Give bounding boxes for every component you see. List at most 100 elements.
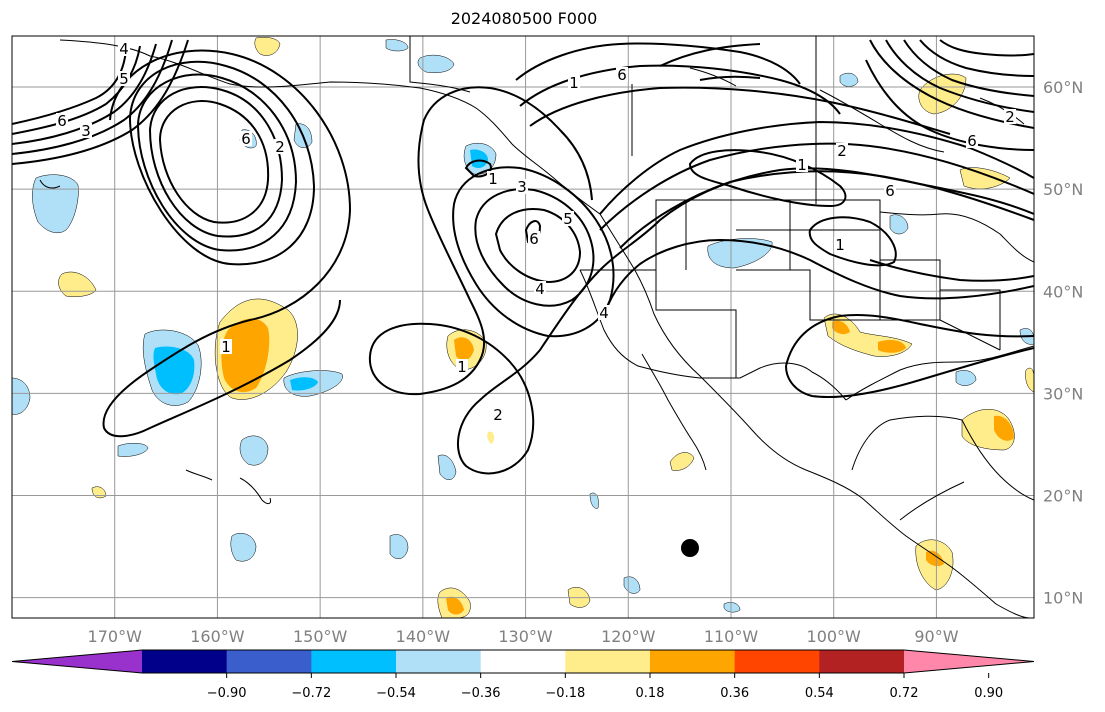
negative-anomaly-region [470,149,488,168]
contour-label: 6 [885,182,895,200]
storm-position-marker [681,539,699,557]
contour-label-background [118,41,130,56]
colorbar-segment [480,650,566,673]
latitude-label: 10°N [1043,589,1083,608]
coastlines [39,36,1034,618]
positive-anomaly-region [221,318,270,393]
colorbar-outline [11,649,1035,674]
longitude-labels: 170°W 160°W 150°W 140°W 130°W 120°W 110°W 100°W… [88,627,959,646]
contour-label-background [568,75,580,90]
latitude-label: 40°N [1043,282,1083,301]
latitude-label: 50°N [1043,180,1083,199]
negative-anomaly-region [417,54,455,73]
contour-label-background [274,139,286,154]
latitude-labels: 10°N 20°N 30°N 40°N 50°N 60°N [1043,78,1083,608]
colorbar-tick-label: 0.72 [890,686,919,701]
negative-anomaly-region [153,346,195,395]
positive-anomaly-region [832,320,850,335]
contour-label-background [796,157,808,172]
positive-anomaly-region [91,486,107,499]
contour-label: 6 [617,66,627,84]
positive-anomaly-region [254,37,281,56]
colorbar-tick-label: 0.54 [805,686,834,701]
contour-label-background [528,231,540,246]
contour-label-background [240,131,252,146]
contour-label-background [56,113,68,128]
longitude-label: 130°W [498,627,553,646]
colorbar-segment [650,650,736,673]
positive-anomaly-region [1025,367,1034,393]
positive-anomaly-region [446,596,464,615]
negative-anomaly-region [889,214,909,235]
contour-label: 1 [797,156,807,174]
negative-anomaly-region [839,72,859,87]
contour-label-background [80,123,92,138]
colorbar-segment [311,650,397,673]
positive-anomaly-region [487,431,495,444]
contour-label: 3 [517,178,527,196]
contour-label-background [966,133,978,148]
colorbar-segment [226,650,312,673]
map-frame [11,35,1035,619]
negative-anomaly-region [117,443,149,457]
colorbar-tick-label: −0.90 [207,686,247,701]
negative-anomaly-region [32,174,79,233]
colorbar-extend-low [12,650,142,673]
negative-anomaly-region [290,377,318,391]
negative-anomaly-region [385,39,409,52]
negative-anomaly-region [707,238,773,269]
contour-label-background [616,67,628,82]
contour-label-background [456,359,468,374]
contour-label: 2 [837,142,847,160]
colorbar-tick-label: −0.18 [545,686,585,701]
colorbar-tick-label: −0.54 [376,686,416,701]
positive-anomaly-region [669,452,695,471]
positive-anomaly-region [58,271,97,297]
contour-label: 4 [119,40,129,58]
negative-anomaly-region [437,454,457,480]
colorbar: −0.90 −0.72 −0.54 −0.36 −0.18 0.18 0.36 0.54 0.7… [11,649,1035,701]
negative-anomaly-region [623,576,641,594]
longitude-label: 90°W [914,627,958,646]
colorbar-tick-label: 0.36 [720,686,749,701]
colorbar-segment [142,650,228,673]
contour-label-background [1004,109,1016,124]
positive-anomaly-region [454,337,474,361]
contour-label: 6 [241,130,251,148]
negative-anomaly-region [955,370,977,386]
colorbar-tick-label: −0.36 [461,686,501,701]
contour-label: 6 [57,112,67,130]
contour-label-background [562,211,574,226]
positive-anomaly-region [994,415,1014,441]
longitude-label: 110°W [704,627,759,646]
longitude-label: 150°W [293,627,348,646]
longitude-label: 170°W [88,627,143,646]
contour-label-background [884,183,896,198]
contour-label-background [598,305,610,320]
contour-label: 1 [221,338,231,356]
contour-label: 4 [599,304,609,322]
colorbar-segment [734,650,820,673]
positive-anomaly-region [878,340,906,353]
colorbar-extend-high [904,650,1034,673]
contour-label: 4 [535,280,545,298]
negative-anomaly-region [589,492,599,509]
negative-anomaly-region [12,377,31,415]
figure-title: 2024080500 F000 [450,9,598,28]
colorbar-segment [396,650,482,673]
contour-label: 2 [275,138,285,156]
graticule [12,36,1034,618]
contour-lines [12,39,1034,475]
longitude-label: 100°W [807,627,862,646]
negative-anomaly-region [389,534,409,560]
contour-label: 1 [488,170,498,188]
negative-anomaly-region [723,602,741,613]
contour-label: 5 [119,70,129,88]
contour-label: 6 [529,230,539,248]
colorbar-tick-label: −0.72 [291,686,331,701]
positive-anomaly-region [926,550,944,567]
colorbar-segment [565,650,651,673]
